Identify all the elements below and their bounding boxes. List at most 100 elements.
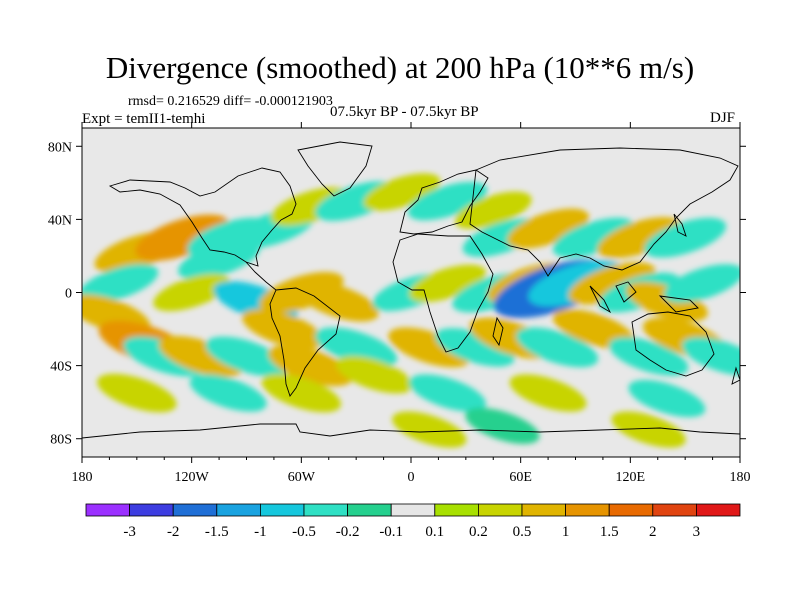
x-tick-label: 60E — [509, 470, 532, 485]
colorbar-swatch — [652, 503, 697, 517]
coastlines — [82, 141, 740, 439]
colorbar-label: -3 — [123, 524, 136, 540]
divergence-field — [82, 173, 740, 448]
field-blob-15 — [82, 264, 159, 303]
field-blob-1 — [135, 214, 230, 261]
colorbar-swatch — [390, 503, 436, 517]
colorbar-swatch — [696, 503, 741, 517]
field-blob-51 — [509, 374, 587, 412]
field-blob-47 — [97, 373, 177, 413]
x-tick-label: 120E — [616, 470, 646, 485]
field-blob-7 — [363, 173, 441, 211]
x-axis: 180 120W 60W 0 60E 120E 180 — [72, 122, 751, 485]
field-blob-16 — [153, 273, 231, 312]
coastline-greenland — [297, 141, 373, 197]
field-blob-8 — [407, 181, 488, 221]
coastline-new-guinea — [658, 295, 699, 313]
coastline-antarctica — [82, 423, 740, 439]
field-blob-43 — [552, 309, 635, 349]
colorbar-label: -1.5 — [205, 524, 229, 540]
coastline-north-america — [108, 167, 297, 267]
colorbar-swatch — [434, 503, 479, 517]
coastline-asia — [469, 147, 739, 277]
field-blob-49 — [261, 373, 342, 413]
coastline-madagascar — [492, 316, 504, 347]
field-blob-38 — [336, 356, 413, 394]
colorbar-swatch — [565, 503, 610, 517]
plot-title: Divergence (smoothed) at 200 hPa (10**6 … — [105, 50, 695, 85]
colorbar-label: 2 — [649, 524, 657, 540]
colorbar: -3 -2 -1.5 -1 -0.5 -0.2 -0.1 0.1 0.2 0.5 1 1.5 2 3 — [85, 503, 741, 540]
x-tick-label: 180 — [730, 470, 751, 485]
field-blob-11 — [507, 208, 590, 249]
field-blob-39 — [388, 327, 471, 368]
field-blob-21 — [409, 264, 486, 303]
x-tick-label: 120W — [175, 470, 210, 485]
colorbar-label: -0.2 — [336, 524, 360, 540]
field-blob-52 — [628, 379, 706, 418]
field-blob-12 — [552, 217, 635, 258]
field-blob-53 — [392, 411, 467, 448]
field-blob-46 — [682, 337, 740, 376]
y-tick-label: 0 — [65, 287, 72, 302]
colorbar-swatch — [608, 503, 654, 517]
coastline-new-zealand — [731, 366, 740, 385]
y-tick-label: 40N — [48, 213, 72, 228]
field-blob-26 — [568, 262, 656, 305]
field-blob-48 — [189, 374, 267, 412]
field-blob-13 — [597, 217, 682, 259]
colorbar-swatch — [477, 503, 523, 517]
field-blob-19 — [296, 281, 379, 322]
field-blob-29 — [663, 264, 740, 303]
colorbar-swatch — [216, 503, 261, 517]
field-blob-28 — [625, 281, 708, 322]
field-blob-42 — [516, 327, 599, 368]
colorbar-label: 1 — [562, 524, 570, 540]
coastline-borneo — [615, 281, 637, 303]
colorbar-swatch — [129, 503, 174, 517]
coastline-central-america — [245, 261, 277, 291]
y-tick-label: 40S — [50, 360, 72, 375]
field-blob-14 — [644, 217, 727, 258]
field-blob-55 — [611, 411, 686, 448]
field-blob-35 — [242, 309, 325, 349]
x-tick-label: 60W — [288, 470, 316, 485]
field-blob-50 — [409, 374, 486, 412]
colorbar-label: 0.1 — [425, 524, 444, 540]
field-blob-54 — [465, 407, 540, 444]
period-label: 07.5kyr BP - 07.5kyr BP — [330, 104, 479, 120]
field-blob-33 — [158, 335, 244, 377]
x-tick-label: 180 — [72, 470, 93, 485]
field-blob-40 — [435, 328, 515, 367]
coastline-africa — [392, 233, 494, 353]
field-blob-44 — [608, 337, 689, 376]
colorbar-label: -1 — [254, 524, 267, 540]
y-tick-label: 80S — [50, 433, 72, 448]
colorbar-label: -2 — [167, 524, 180, 540]
coastline-south-america — [269, 287, 341, 397]
x-tick-label: 0 — [408, 470, 415, 485]
coastline-europe — [399, 169, 489, 235]
field-blob-36 — [268, 345, 353, 387]
coastline-sumatra — [589, 285, 612, 314]
colorbar-swatch — [85, 503, 130, 517]
experiment-label: Expt = temII1-temhi — [82, 111, 206, 127]
coastline-australia — [631, 311, 715, 377]
field-blob-34 — [205, 336, 288, 377]
colorbar-swatch — [172, 503, 218, 517]
colorbar-label: 0.5 — [513, 524, 532, 540]
colorbar-label: 0.2 — [469, 524, 488, 540]
colorbar-label: 1.5 — [600, 524, 619, 540]
colorbar-label: -0.1 — [379, 524, 403, 540]
colorbar-swatch — [521, 503, 566, 517]
colorbar-swatch — [347, 503, 392, 517]
colorbar-label: -0.5 — [292, 524, 316, 540]
colorbar-swatch — [303, 503, 348, 517]
y-tick-label: 80N — [48, 140, 72, 155]
colorbar-label: 3 — [693, 524, 701, 540]
colorbar-swatch — [259, 503, 305, 517]
season-label: DJF — [710, 110, 736, 126]
coastline-japan — [673, 213, 687, 237]
y-axis: 80N 40N 0 40S 80S — [48, 140, 746, 448]
